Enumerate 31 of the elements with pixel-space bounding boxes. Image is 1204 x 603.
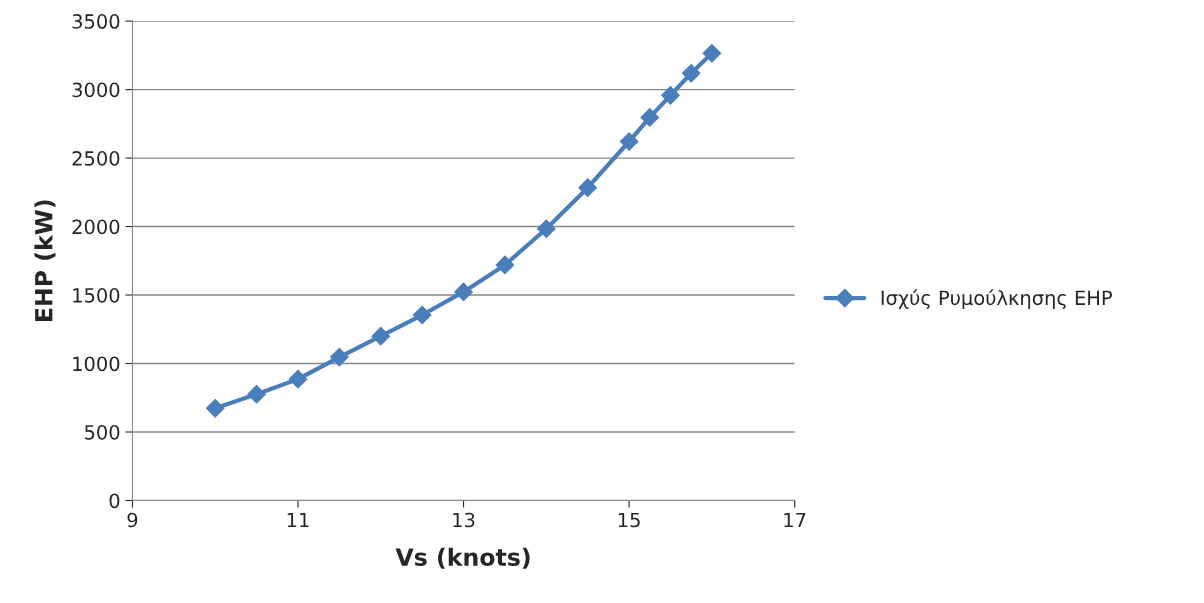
point	[412, 305, 432, 325]
y-tick-label: 500	[85, 424, 120, 440]
point	[371, 326, 391, 346]
x-tick-label: 13	[453, 512, 475, 528]
point	[536, 219, 556, 239]
point	[205, 398, 225, 418]
point	[288, 369, 308, 389]
x-axis-title: Vs (knots)	[395, 547, 530, 569]
point	[454, 282, 473, 302]
y-tick-label: 1500	[73, 288, 120, 303]
point	[495, 255, 515, 275]
y-tick-label: 3500	[72, 14, 120, 29]
x-tick-label: 17	[784, 512, 806, 528]
y-tick-label: 0	[109, 493, 120, 509]
x-tick-label: 11	[287, 512, 309, 528]
point	[661, 85, 680, 105]
point	[619, 132, 639, 151]
point	[640, 108, 660, 127]
x-tick-label: 9	[127, 512, 138, 528]
legend-label: Ισχύς Ρυμούλκησης EHP	[881, 289, 1112, 309]
y-tick-label: 2000	[72, 219, 120, 235]
y-tick-label: 1000	[73, 356, 120, 372]
point	[702, 43, 722, 63]
point	[247, 384, 266, 404]
y-tick-label: 3000	[72, 82, 120, 98]
point	[681, 63, 701, 83]
y-tick-label: 2500	[72, 151, 120, 166]
point	[578, 178, 598, 198]
point	[330, 347, 349, 367]
y-axis-title: EHP (kW)	[34, 200, 56, 321]
x-tick-label: 15	[618, 512, 640, 528]
